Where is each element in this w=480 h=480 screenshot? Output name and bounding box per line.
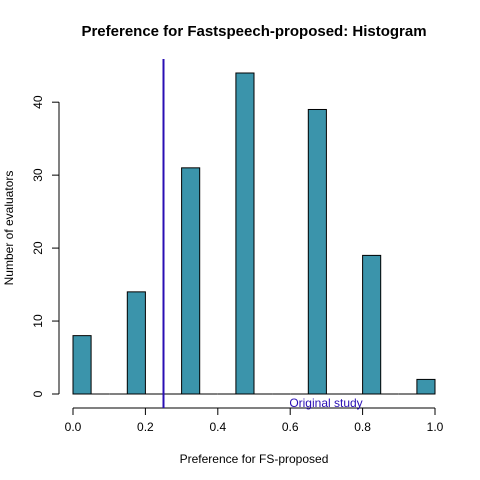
histogram-bar (181, 167, 201, 395)
chart-title: Preference for Fastspeech-proposed: Hist… (81, 23, 426, 40)
x-tick-label: 0.0 (65, 420, 82, 434)
y-tick-label: 10 (31, 314, 45, 328)
axes-layer: 0.0 0.2 0.4 0.6 0.8 1.0 0 10 20 30 40 (31, 95, 444, 434)
y-tick-label: 20 (31, 241, 45, 255)
x-tick-label: 0.6 (282, 420, 299, 434)
original-study-label: Original study (289, 396, 362, 410)
x-tick-label: 0.4 (209, 420, 226, 434)
y-tick-label: 40 (31, 95, 45, 109)
bars-layer (72, 72, 436, 395)
x-tick-label: 0.8 (354, 420, 371, 434)
y-tick-label: 0 (31, 390, 45, 397)
histogram-bar (307, 108, 327, 395)
x-axis-label: Preference for FS-proposed (180, 452, 329, 466)
y-axis-label: Number of evaluators (2, 171, 16, 286)
histogram-bar (235, 72, 255, 395)
histogram-bar (416, 378, 436, 395)
reference-layer: Original study (162, 59, 363, 410)
histogram-bar (72, 335, 92, 395)
histogram-bar (362, 254, 382, 395)
y-tick-label: 30 (31, 168, 45, 182)
histogram-bar (126, 291, 146, 395)
x-tick-label: 1.0 (427, 420, 444, 434)
x-tick-label: 0.2 (137, 420, 154, 434)
